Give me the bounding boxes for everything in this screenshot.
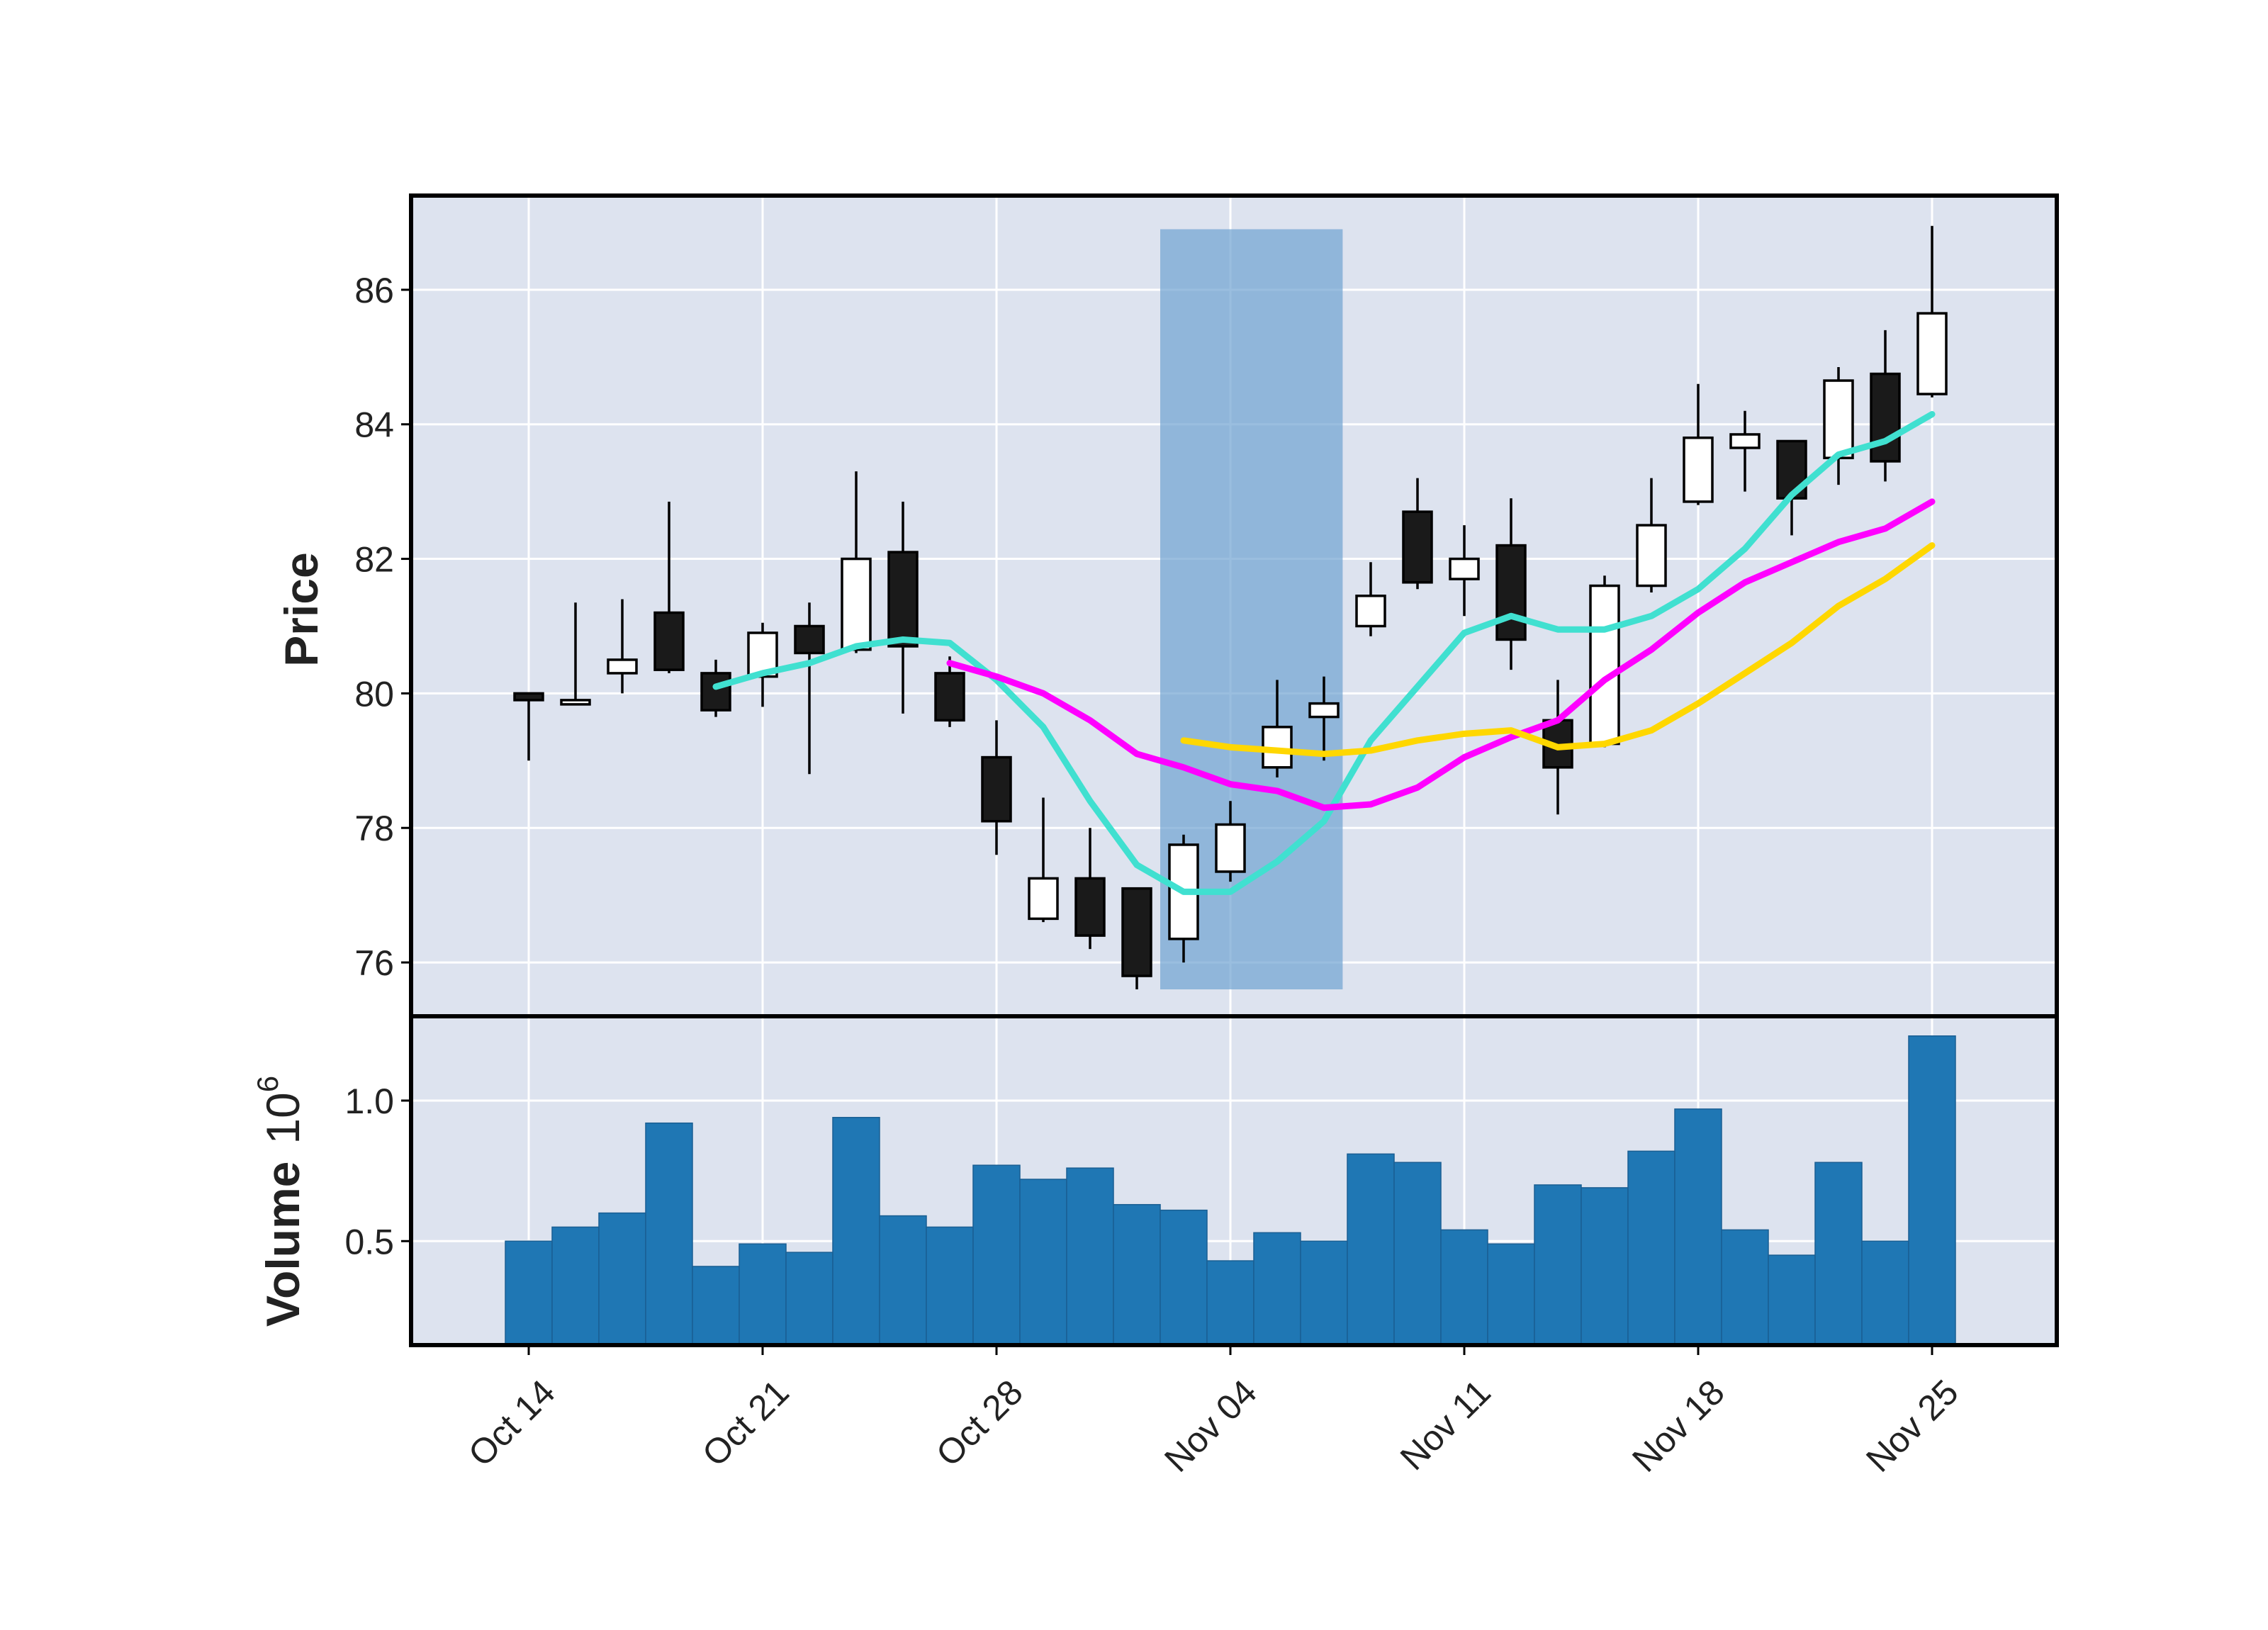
volume-y-tick-label: 0.5 <box>344 1222 394 1261</box>
volume-bar <box>1581 1187 1629 1346</box>
volume-panel: 0.5 1.0 Volume 106 <box>251 1014 2059 1347</box>
candles <box>513 225 1948 990</box>
volume-y-axis-label: Volume 106 <box>251 1076 309 1327</box>
x-tick-label: Oct 14 <box>461 1372 563 1474</box>
volume-y-tick-label: 1.0 <box>344 1081 394 1121</box>
volume-bar <box>1534 1184 1582 1346</box>
candle-body-up <box>1589 584 1620 746</box>
volume-bar <box>1440 1229 1488 1346</box>
volume-bar <box>1908 1035 1956 1346</box>
volume-bar <box>1768 1254 1816 1346</box>
volume-panel-frame <box>409 1014 2059 1347</box>
volume-bars <box>505 1035 1956 1346</box>
candle-body-down <box>934 672 965 722</box>
candle-body-up <box>1449 557 1480 580</box>
candle-body-down <box>887 551 919 648</box>
volume-bar <box>1721 1229 1769 1346</box>
moving-averages <box>712 410 1936 895</box>
candle-body-down <box>653 611 685 671</box>
price-y-ticks: 76 78 80 82 84 86 <box>354 271 411 983</box>
price-y-axis-label: Price <box>275 552 327 666</box>
volume-bar <box>645 1122 693 1346</box>
moving-average-line-3 <box>1180 542 1936 758</box>
price-y-tick-label: 82 <box>354 540 394 580</box>
volume-bar <box>1206 1260 1254 1346</box>
volume-label-base: 10 <box>257 1092 309 1144</box>
volume-bar <box>1066 1167 1114 1346</box>
x-tick-label: Oct 21 <box>695 1372 797 1474</box>
volume-label-text: Volume <box>257 1162 309 1327</box>
price-y-tick-label: 84 <box>354 405 394 445</box>
candle-body-down <box>1870 372 1901 463</box>
x-axis-ticks: Oct 14 Oct 21 Oct 28 Nov 04 Nov 11 Nov 18 Nov … <box>461 1345 1966 1480</box>
volume-bar <box>879 1215 927 1346</box>
volume-bar <box>972 1164 1021 1346</box>
volume-bar <box>1814 1162 1863 1346</box>
volume-bar <box>598 1212 646 1346</box>
candle-body-up <box>1683 436 1714 503</box>
candle-body-up <box>1308 702 1340 719</box>
price-y-tick-label: 78 <box>354 809 394 848</box>
volume-bar <box>1487 1243 1535 1346</box>
volume-bar <box>551 1226 600 1346</box>
price-panel: 76 78 80 82 84 86 Price <box>275 193 2059 1018</box>
candle-body-up <box>841 557 872 651</box>
x-tick-label: Nov 11 <box>1393 1372 1498 1478</box>
candle-body-down <box>513 692 544 702</box>
candle-body-up <box>1729 433 1761 449</box>
candle-body-up <box>1028 877 1059 921</box>
price-y-tick-label: 80 <box>354 674 394 714</box>
volume-bar <box>926 1226 974 1346</box>
x-tick-label: Nov 18 <box>1624 1372 1732 1480</box>
volume-bar <box>1627 1150 1675 1346</box>
candle-body-up <box>560 699 591 706</box>
volume-bar <box>505 1240 553 1346</box>
candle-body-down <box>981 755 1012 823</box>
volume-bar <box>832 1117 880 1346</box>
volume-bar <box>692 1266 740 1346</box>
candle-body-up <box>1355 595 1386 628</box>
volume-bar <box>1019 1179 1067 1346</box>
x-tick-label: Nov 25 <box>1858 1372 1966 1480</box>
volume-y-ticks: 0.5 1.0 <box>344 1081 411 1261</box>
volume-bar <box>1160 1209 1208 1346</box>
moving-average-line-2 <box>946 498 1936 811</box>
candle-body-down <box>1074 877 1106 937</box>
price-y-tick-label: 76 <box>354 943 394 983</box>
price-y-tick-label: 86 <box>354 271 394 310</box>
volume-bar <box>1113 1203 1161 1346</box>
volume-label-exponent: 6 <box>251 1076 284 1092</box>
candle-body-down <box>700 672 731 712</box>
candle-body-down <box>1121 887 1152 977</box>
moving-average-line-1 <box>712 410 1936 895</box>
volume-bar <box>1861 1240 1909 1346</box>
volume-bar <box>739 1243 787 1346</box>
volume-bar <box>1674 1108 1722 1346</box>
candle-body-up <box>1823 379 1854 459</box>
volume-bar <box>1393 1162 1442 1346</box>
candle-body-up <box>1215 823 1246 873</box>
volume-bar <box>1300 1240 1348 1346</box>
volume-bar <box>1253 1232 1301 1346</box>
candle-body-up <box>1916 312 1948 395</box>
candle-body-up <box>1636 524 1667 588</box>
candle-body-down <box>794 624 825 655</box>
x-tick-label: Nov 04 <box>1157 1372 1264 1480</box>
candle-body-down <box>1495 544 1527 641</box>
volume-bar <box>785 1252 833 1346</box>
volume-bar <box>1347 1153 1395 1346</box>
candle-body-up <box>607 658 638 675</box>
x-tick-label: Oct 28 <box>928 1372 1031 1474</box>
candle-body-down <box>1402 510 1433 584</box>
